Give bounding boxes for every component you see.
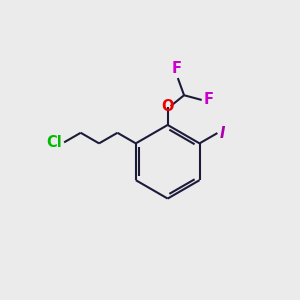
Text: Cl: Cl	[46, 135, 62, 150]
Text: F: F	[172, 61, 182, 76]
Text: I: I	[220, 126, 225, 141]
Text: O: O	[161, 99, 174, 114]
Text: F: F	[204, 92, 214, 107]
